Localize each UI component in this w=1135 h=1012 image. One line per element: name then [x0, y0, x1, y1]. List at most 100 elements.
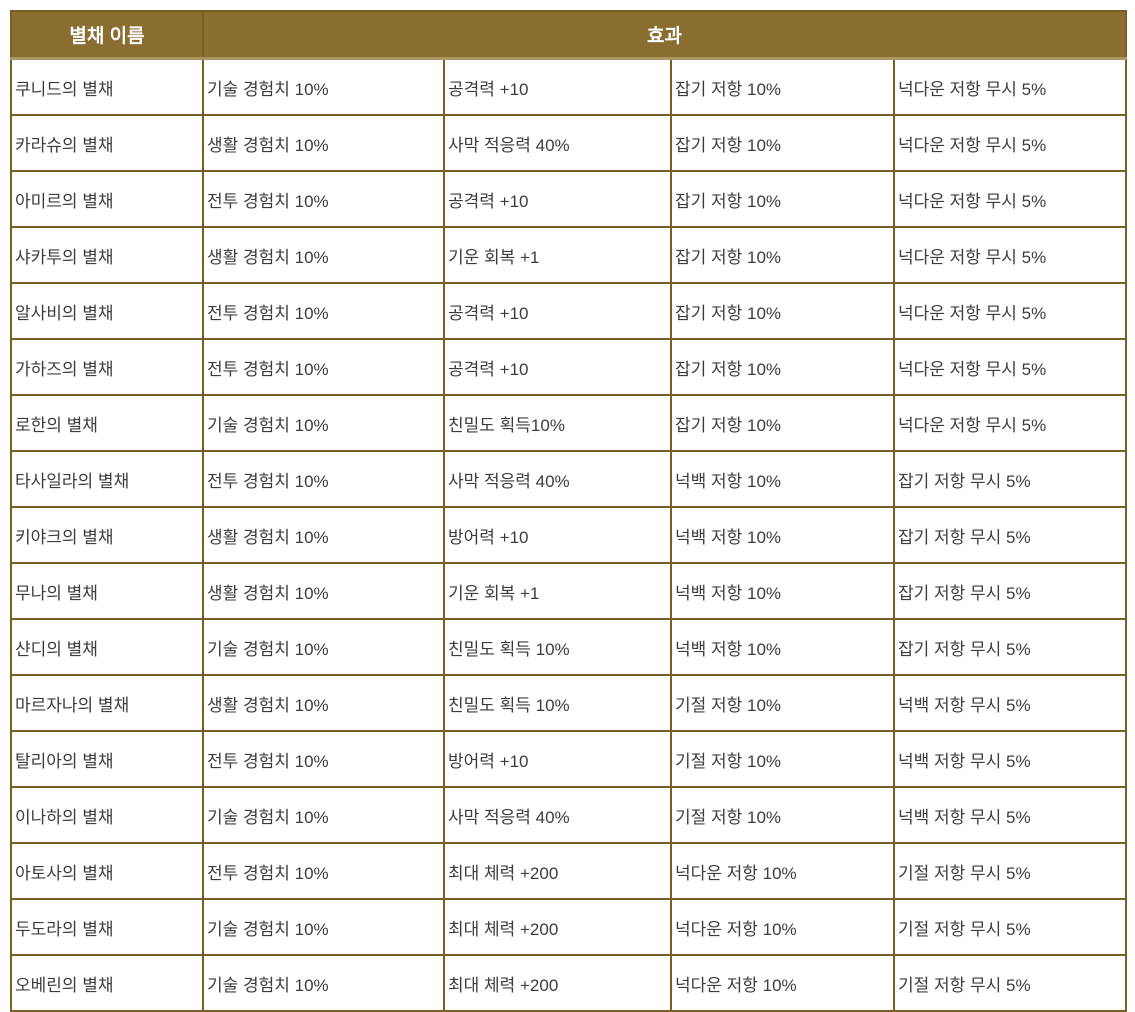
- effect-cell: 넉백 저항 무시 5%: [892, 786, 1128, 844]
- effect-cell: 기술 경험치 10%: [202, 786, 445, 844]
- effect-cell: 잡기 저항 10%: [670, 226, 895, 284]
- effect-cell: 전투 경험치 10%: [202, 450, 445, 508]
- effect-cell: 잡기 저항 10%: [670, 282, 895, 340]
- annex-name-cell: 키야크의 별채: [10, 506, 204, 564]
- table-row: 키야크의 별채 생활 경험치 10% 방어력 +10 넉백 저항 10% 잡기 저항 무…: [10, 506, 1128, 564]
- effect-cell: 넉백 저항 무시 5%: [892, 674, 1128, 732]
- effect-cell: 최대 체력 +200: [443, 898, 672, 956]
- effect-cell: 공격력 +10: [443, 170, 672, 228]
- table-row: 오베린의 별채 기술 경험치 10% 최대 체력 +200 넉다운 저항 10% 기절 …: [10, 954, 1128, 1012]
- effect-cell: 친밀도 획득 10%: [443, 618, 672, 676]
- annex-name-cell: 로한의 별채: [10, 394, 204, 452]
- effect-cell: 넉다운 저항 무시 5%: [892, 226, 1128, 284]
- effect-cell: 기절 저항 무시 5%: [892, 954, 1128, 1012]
- table-row: 무나의 별채 생활 경험치 10% 기운 회복 +1 넉백 저항 10% 잡기 저항 무…: [10, 562, 1128, 620]
- effect-cell: 방어력 +10: [443, 506, 672, 564]
- effect-cell: 방어력 +10: [443, 730, 672, 788]
- annex-effects-table: 별채 이름 효과 쿠니드의 별채 기술 경험치 10% 공격력 +10 잡기 저항 1…: [10, 10, 1128, 1012]
- effect-cell: 잡기 저항 10%: [670, 394, 895, 452]
- effect-cell: 넉백 저항 10%: [670, 506, 895, 564]
- effect-cell: 잡기 저항 10%: [670, 170, 895, 228]
- effect-cell: 넉다운 저항 10%: [670, 842, 895, 900]
- effect-cell: 사막 적응력 40%: [443, 786, 672, 844]
- table-row: 샨디의 별채 기술 경험치 10% 친밀도 획득 10% 넉백 저항 10% 잡기 저항…: [10, 618, 1128, 676]
- effect-cell: 넉백 저항 10%: [670, 618, 895, 676]
- table-row: 아미르의 별채 전투 경험치 10% 공격력 +10 잡기 저항 10% 넉다운 저항 …: [10, 170, 1128, 228]
- annex-name-cell: 마르자나의 별채: [10, 674, 204, 732]
- table-row: 두도라의 별채 기술 경험치 10% 최대 체력 +200 넉다운 저항 10% 기절 …: [10, 898, 1128, 956]
- effect-cell: 기술 경험치 10%: [202, 394, 445, 452]
- effect-cell: 사막 적응력 40%: [443, 450, 672, 508]
- effect-cell: 잡기 저항 무시 5%: [892, 450, 1128, 508]
- table-row: 이나하의 별채 기술 경험치 10% 사막 적응력 40% 기절 저항 10% 넉백 저…: [10, 786, 1128, 844]
- effect-cell: 생활 경험치 10%: [202, 114, 445, 172]
- effect-cell: 넉다운 저항 무시 5%: [892, 282, 1128, 340]
- effect-cell: 넉백 저항 무시 5%: [892, 730, 1128, 788]
- table-row: 가하즈의 별채 전투 경험치 10% 공격력 +10 잡기 저항 10% 넉다운 저항 …: [10, 338, 1128, 396]
- table-body: 쿠니드의 별채 기술 경험치 10% 공격력 +10 잡기 저항 10% 넉다운 저항 …: [10, 57, 1128, 1012]
- effect-cell: 공격력 +10: [443, 338, 672, 396]
- effect-cell: 공격력 +10: [443, 282, 672, 340]
- table-row: 알사비의 별채 전투 경험치 10% 공격력 +10 잡기 저항 10% 넉다운 저항 …: [10, 282, 1128, 340]
- table-row: 로한의 별채 기술 경험치 10% 친밀도 획득10% 잡기 저항 10% 넉다운 저항…: [10, 394, 1128, 452]
- table-row: 탈리아의 별채 전투 경험치 10% 방어력 +10 기절 저항 10% 넉백 저항 무…: [10, 730, 1128, 788]
- effect-cell: 기절 저항 10%: [670, 786, 895, 844]
- annex-name-cell: 가하즈의 별채: [10, 338, 204, 396]
- effect-cell: 전투 경험치 10%: [202, 282, 445, 340]
- annex-name-cell: 아토사의 별채: [10, 842, 204, 900]
- annex-name-cell: 쿠니드의 별채: [10, 57, 204, 116]
- effect-cell: 최대 체력 +200: [443, 842, 672, 900]
- table-row: 아토사의 별채 전투 경험치 10% 최대 체력 +200 넉다운 저항 10% 기절 …: [10, 842, 1128, 900]
- effect-cell: 생활 경험치 10%: [202, 562, 445, 620]
- effect-cell: 잡기 저항 무시 5%: [892, 506, 1128, 564]
- annex-name-cell: 탈리아의 별채: [10, 730, 204, 788]
- effect-cell: 친밀도 획득 10%: [443, 674, 672, 732]
- effect-cell: 넉다운 저항 무시 5%: [892, 114, 1128, 172]
- table-header: 별채 이름 효과: [10, 10, 1128, 60]
- effect-cell: 전투 경험치 10%: [202, 842, 445, 900]
- annex-name-cell: 샨디의 별채: [10, 618, 204, 676]
- effect-cell: 전투 경험치 10%: [202, 170, 445, 228]
- table-row: 샤카투의 별채 생활 경험치 10% 기운 회복 +1 잡기 저항 10% 넉다운 저항…: [10, 226, 1128, 284]
- table-row: 마르자나의 별채 생활 경험치 10% 친밀도 획득 10% 기절 저항 10% 넉백 …: [10, 674, 1128, 732]
- effect-cell: 사막 적응력 40%: [443, 114, 672, 172]
- effect-cell: 넉다운 저항 무시 5%: [892, 170, 1128, 228]
- effect-cell: 생활 경험치 10%: [202, 674, 445, 732]
- annex-name-cell: 무나의 별채: [10, 562, 204, 620]
- effect-cell: 기절 저항 무시 5%: [892, 842, 1128, 900]
- effect-cell: 넉다운 저항 무시 5%: [892, 394, 1128, 452]
- column-header-annex-name: 별채 이름: [10, 10, 204, 60]
- effect-cell: 친밀도 획득10%: [443, 394, 672, 452]
- annex-name-cell: 카라슈의 별채: [10, 114, 204, 172]
- effect-cell: 잡기 저항 무시 5%: [892, 618, 1128, 676]
- effect-cell: 잡기 저항 10%: [670, 338, 895, 396]
- effect-cell: 기절 저항 10%: [670, 674, 895, 732]
- effect-cell: 생활 경험치 10%: [202, 226, 445, 284]
- effect-cell: 잡기 저항 무시 5%: [892, 562, 1128, 620]
- effect-cell: 넉백 저항 10%: [670, 562, 895, 620]
- effect-cell: 기운 회복 +1: [443, 562, 672, 620]
- table-row: 타사일라의 별채 전투 경험치 10% 사막 적응력 40% 넉백 저항 10% 잡기 …: [10, 450, 1128, 508]
- effect-cell: 기운 회복 +1: [443, 226, 672, 284]
- effect-cell: 넉백 저항 10%: [670, 450, 895, 508]
- annex-name-cell: 두도라의 별채: [10, 898, 204, 956]
- annex-name-cell: 타사일라의 별채: [10, 450, 204, 508]
- annex-name-cell: 샤카투의 별채: [10, 226, 204, 284]
- effect-cell: 기절 저항 10%: [670, 730, 895, 788]
- effect-cell: 넉다운 저항 무시 5%: [892, 57, 1128, 116]
- annex-name-cell: 이나하의 별채: [10, 786, 204, 844]
- effect-cell: 기절 저항 무시 5%: [892, 898, 1128, 956]
- effect-cell: 전투 경험치 10%: [202, 338, 445, 396]
- column-header-effect: 효과: [201, 10, 1128, 60]
- effect-cell: 전투 경험치 10%: [202, 730, 445, 788]
- effect-cell: 잡기 저항 10%: [670, 57, 895, 116]
- effect-cell: 생활 경험치 10%: [202, 506, 445, 564]
- effect-cell: 기술 경험치 10%: [202, 57, 445, 116]
- header-row: 별채 이름 효과: [10, 10, 1128, 60]
- annex-name-cell: 오베린의 별채: [10, 954, 204, 1012]
- annex-name-cell: 알사비의 별채: [10, 282, 204, 340]
- effect-cell: 기술 경험치 10%: [202, 618, 445, 676]
- table-row: 쿠니드의 별채 기술 경험치 10% 공격력 +10 잡기 저항 10% 넉다운 저항 …: [10, 57, 1128, 116]
- effect-cell: 넉다운 저항 10%: [670, 898, 895, 956]
